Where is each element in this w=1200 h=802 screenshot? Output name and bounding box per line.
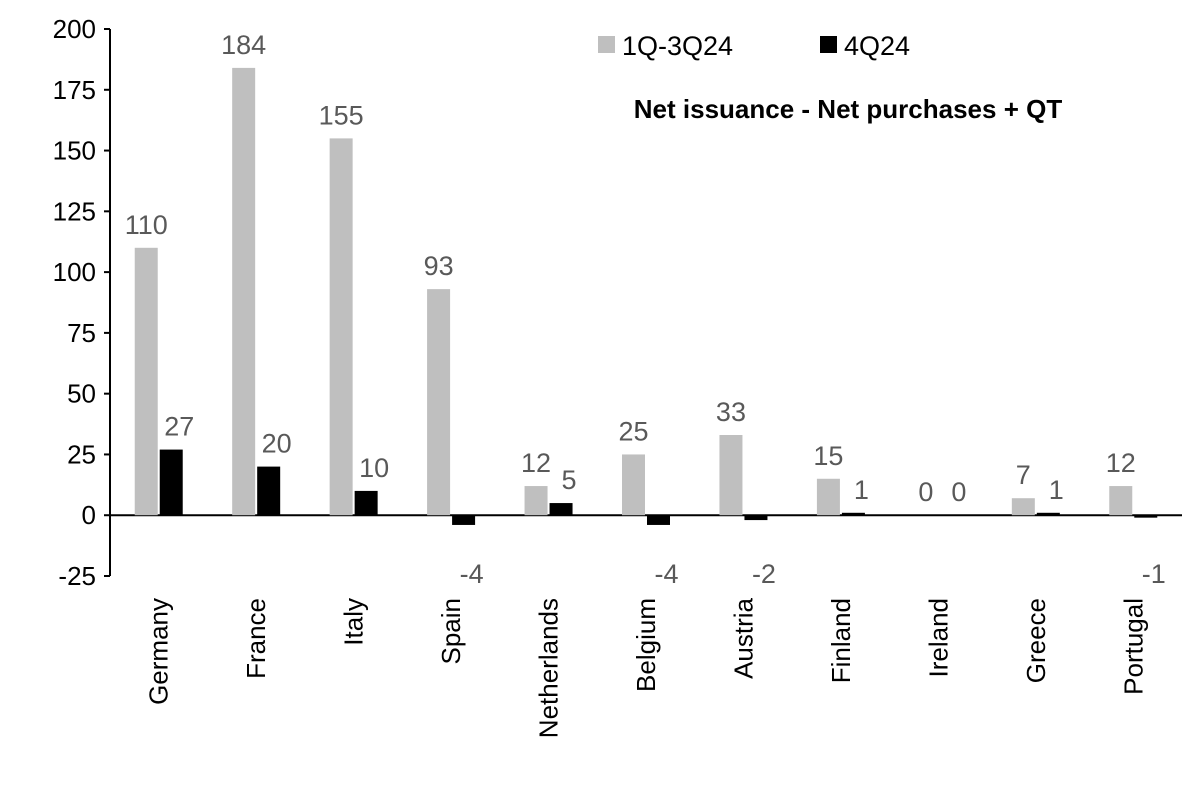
bar-4q24 — [354, 490, 378, 516]
legend-swatch — [598, 36, 615, 53]
x-tick-label: Netherlands — [534, 598, 564, 738]
data-label: -2 — [752, 559, 776, 589]
legend-label: 4Q24 — [844, 31, 910, 61]
bar-1q-3q24 — [1011, 498, 1035, 516]
data-label: 0 — [918, 477, 933, 507]
bar-4q24 — [1134, 515, 1158, 518]
data-label: 27 — [164, 412, 194, 442]
bar-1q-3q24 — [427, 289, 451, 516]
data-label: 1 — [854, 475, 869, 505]
bar-1q-3q24 — [329, 138, 353, 516]
y-tick-label: 0 — [82, 500, 96, 530]
data-label: 12 — [521, 448, 551, 478]
bar-4q24 — [841, 512, 865, 516]
x-tick-label: Belgium — [631, 598, 661, 692]
y-tick-label: 25 — [67, 439, 96, 469]
data-label: 1 — [1049, 475, 1064, 505]
data-label: 155 — [319, 100, 364, 130]
y-tick-label: 125 — [53, 196, 96, 226]
y-tick-label: 200 — [53, 14, 96, 44]
y-tick-label: 100 — [53, 257, 96, 287]
x-tick-label: France — [241, 598, 271, 679]
y-tick-label: -25 — [58, 561, 96, 591]
data-label: 12 — [1106, 448, 1136, 478]
bar-1q-3q24 — [524, 486, 548, 516]
x-tick-label: Greece — [1021, 598, 1051, 683]
x-tick-label: Italy — [339, 598, 369, 646]
bar-1q-3q24 — [232, 67, 256, 516]
bar-1q-3q24 — [134, 247, 158, 516]
data-label: 20 — [262, 429, 292, 459]
bar-1q-3q24 — [622, 454, 645, 516]
y-tick-label: 175 — [53, 75, 96, 105]
x-tick-label: Ireland — [923, 598, 953, 678]
chart-title: Net issuance - Net purchases + QT — [634, 94, 1063, 124]
data-label: -4 — [654, 559, 678, 589]
data-label: 10 — [359, 453, 389, 483]
data-label: 184 — [221, 30, 266, 60]
x-axis-labels: Germany France Italy Spain Netherlands Belgiu… — [144, 597, 1149, 738]
y-tick-label: 50 — [67, 379, 96, 409]
y-tick-label: 75 — [67, 318, 96, 348]
x-tick-label: Spain — [436, 598, 466, 665]
data-label: -1 — [1142, 559, 1166, 589]
data-label: 0 — [951, 477, 966, 507]
data-label: 7 — [1016, 460, 1031, 490]
data-label: 25 — [618, 416, 648, 446]
data-label: -4 — [460, 559, 484, 589]
bar-4q24 — [452, 515, 476, 525]
x-tick-label: Finland — [826, 598, 856, 683]
x-tick-label: Germany — [144, 598, 174, 705]
data-label: 5 — [562, 465, 577, 495]
bar-4q24 — [647, 515, 670, 525]
x-tick-label: Austria — [728, 597, 758, 678]
x-tick-label: Portugal — [1118, 598, 1148, 695]
data-label: 15 — [813, 441, 843, 471]
bar-1q-3q24 — [1109, 486, 1133, 516]
legend-swatch — [820, 36, 837, 53]
bar-1q-3q24 — [816, 478, 840, 516]
bar-4q24 — [744, 515, 768, 521]
bar-1q-3q24 — [719, 434, 743, 516]
y-tick-label: 150 — [53, 136, 96, 166]
legend: 1Q-3Q24 4Q24 — [598, 31, 910, 61]
bar-4q24 — [257, 466, 281, 516]
bar-4q24 — [549, 503, 573, 516]
bar-4q24 — [159, 449, 183, 516]
data-label: 33 — [716, 397, 746, 427]
legend-label: 1Q-3Q24 — [622, 31, 733, 61]
bar-4q24 — [1036, 512, 1060, 516]
data-label: 110 — [125, 210, 168, 240]
bars — [134, 67, 1158, 525]
data-label: 93 — [424, 251, 454, 281]
